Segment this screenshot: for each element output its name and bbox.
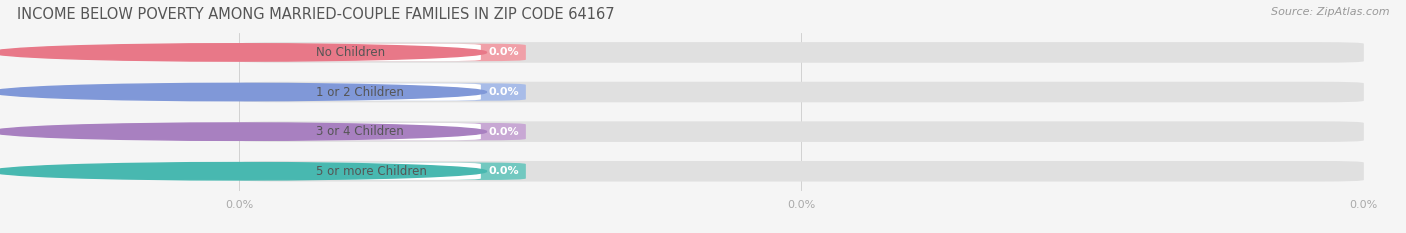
Circle shape <box>0 83 486 101</box>
FancyBboxPatch shape <box>239 163 526 180</box>
FancyBboxPatch shape <box>239 83 526 101</box>
FancyBboxPatch shape <box>239 44 526 61</box>
FancyBboxPatch shape <box>239 121 1364 142</box>
FancyBboxPatch shape <box>239 123 526 140</box>
Text: 0.0%: 0.0% <box>488 127 519 137</box>
Text: INCOME BELOW POVERTY AMONG MARRIED-COUPLE FAMILIES IN ZIP CODE 64167: INCOME BELOW POVERTY AMONG MARRIED-COUPL… <box>17 7 614 22</box>
Text: 0.0%: 0.0% <box>488 87 519 97</box>
FancyBboxPatch shape <box>239 83 481 101</box>
FancyBboxPatch shape <box>239 44 481 61</box>
Text: Source: ZipAtlas.com: Source: ZipAtlas.com <box>1271 7 1389 17</box>
Circle shape <box>0 44 486 61</box>
FancyBboxPatch shape <box>239 123 481 140</box>
Text: 0.0%: 0.0% <box>488 166 519 176</box>
FancyBboxPatch shape <box>239 82 1364 102</box>
FancyBboxPatch shape <box>239 42 1364 63</box>
FancyBboxPatch shape <box>239 161 1364 182</box>
Circle shape <box>0 123 486 140</box>
FancyBboxPatch shape <box>239 163 481 180</box>
Circle shape <box>0 163 486 180</box>
Text: 3 or 4 Children: 3 or 4 Children <box>316 125 404 138</box>
Text: No Children: No Children <box>316 46 385 59</box>
Text: 0.0%: 0.0% <box>488 48 519 57</box>
Text: 5 or more Children: 5 or more Children <box>316 165 427 178</box>
Text: 1 or 2 Children: 1 or 2 Children <box>316 86 405 99</box>
